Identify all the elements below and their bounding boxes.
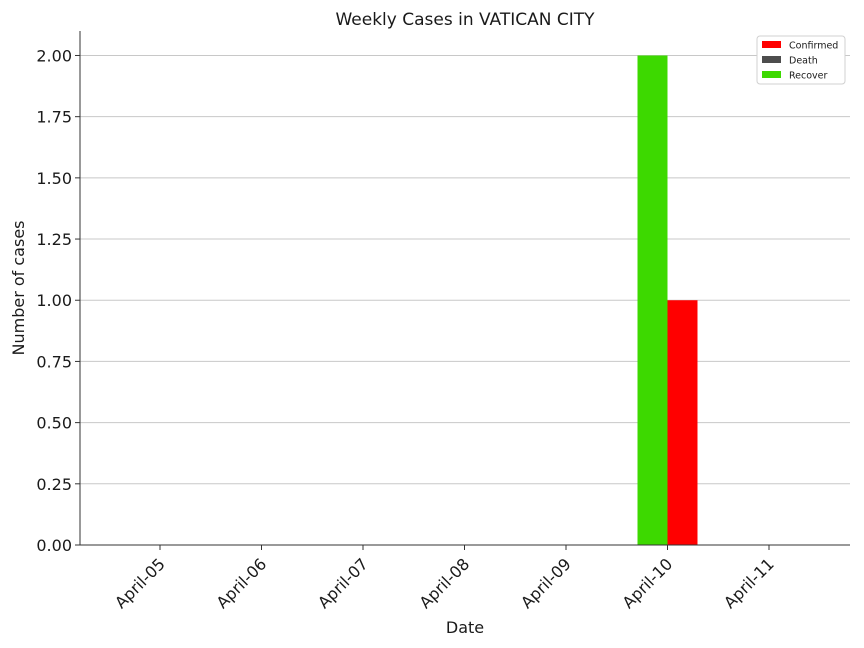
legend: Confirmed Death Recover bbox=[756, 35, 846, 85]
x-ticks: April-05 April-06 April-07 April-08 April-09… bbox=[111, 545, 778, 612]
y-tick-label: 0.00 bbox=[36, 536, 72, 555]
y-tick-label: 1.50 bbox=[36, 169, 72, 188]
x-tick-label: April-11 bbox=[720, 554, 778, 612]
legend-swatch bbox=[762, 41, 781, 48]
y-axis-title: Number of cases bbox=[9, 221, 28, 356]
legend-label: Recover bbox=[789, 71, 828, 82]
y-tick-label: 1.75 bbox=[36, 108, 72, 127]
x-tick-label: April-08 bbox=[416, 554, 474, 612]
x-tick-label: April-09 bbox=[517, 554, 575, 612]
y-tick-label: 0.75 bbox=[36, 352, 72, 371]
y-tick-label: 1.25 bbox=[36, 230, 72, 249]
y-ticks: 0.00 0.25 0.50 0.75 1.00 1.25 1.50 1.75 2.00 bbox=[36, 46, 80, 555]
y-tick-label: 0.25 bbox=[36, 475, 72, 494]
bars bbox=[637, 55, 698, 545]
x-tick-label: April-05 bbox=[111, 554, 169, 612]
y-tick-label: 0.50 bbox=[36, 414, 72, 433]
grid-lines bbox=[80, 54, 850, 485]
x-tick-label: April-10 bbox=[619, 554, 677, 612]
legend-label: Confirmed bbox=[789, 41, 838, 52]
legend-swatch bbox=[762, 56, 781, 63]
legend-label: Death bbox=[789, 56, 818, 67]
y-tick-label: 1.00 bbox=[36, 291, 72, 310]
y-tick-label: 2.00 bbox=[36, 46, 72, 65]
x-tick-label: April-06 bbox=[213, 554, 271, 612]
legend-swatch bbox=[762, 71, 781, 78]
bar-recover bbox=[637, 55, 668, 545]
x-axis-title: Date bbox=[446, 618, 484, 637]
x-tick-label: April-07 bbox=[314, 554, 372, 612]
chart-title: Weekly Cases in VATICAN CITY bbox=[335, 10, 595, 30]
bar-confirmed bbox=[667, 300, 698, 545]
